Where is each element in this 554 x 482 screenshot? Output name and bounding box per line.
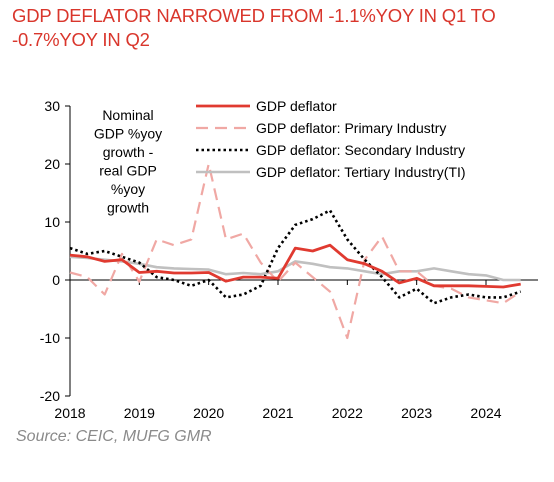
source-note: Source: CEIC, MUFG GMR (16, 428, 212, 445)
x-tick-label: 2022 (332, 405, 363, 421)
x-tick-label: 2019 (124, 405, 155, 421)
series-line-3 (69, 209, 522, 305)
legend-label: GDP deflator (256, 98, 337, 114)
series-line-1 (69, 243, 521, 289)
y-tick-label: 0 (52, 272, 60, 288)
series-line-4 (69, 255, 521, 282)
y-tick-label: 10 (44, 214, 60, 230)
legend-label: GDP deflator: Tertiary Industry(TI) (256, 164, 466, 180)
chart-title: GDP DEFLATOR NARROWED FROM -1.1%YOY IN Q… (12, 5, 496, 50)
y-tick-label: 20 (44, 156, 60, 172)
y-tick-label: -20 (40, 388, 60, 404)
annotation-line: Nominal (102, 107, 153, 123)
annotation-line: GDP %yoy (94, 126, 162, 142)
x-tick-label: 2024 (470, 405, 501, 421)
legend: GDP deflator GDP deflator: Primary Indust… (196, 98, 466, 180)
x-tick-label: 2018 (54, 405, 85, 421)
y-tick-label: -10 (40, 330, 60, 346)
x-tick-label: 2023 (401, 405, 432, 421)
series-lines (69, 162, 522, 340)
legend-label: GDP deflator: Primary Industry (256, 120, 446, 136)
series-line-2 (69, 162, 522, 340)
annotation-line: growth - (103, 144, 154, 160)
annotation-line: real GDP (99, 163, 157, 179)
x-tick-label: 2020 (193, 405, 224, 421)
annotation-line: %yoy (111, 181, 145, 197)
annotation: Nominal GDP %yoy growth - real GDP %yoy growt… (94, 107, 162, 216)
legend-label: GDP deflator: Secondary Industry (256, 142, 465, 158)
y-tick-label: 30 (44, 98, 60, 114)
annotation-line: growth (107, 200, 149, 216)
x-tick-label: 2021 (262, 405, 293, 421)
